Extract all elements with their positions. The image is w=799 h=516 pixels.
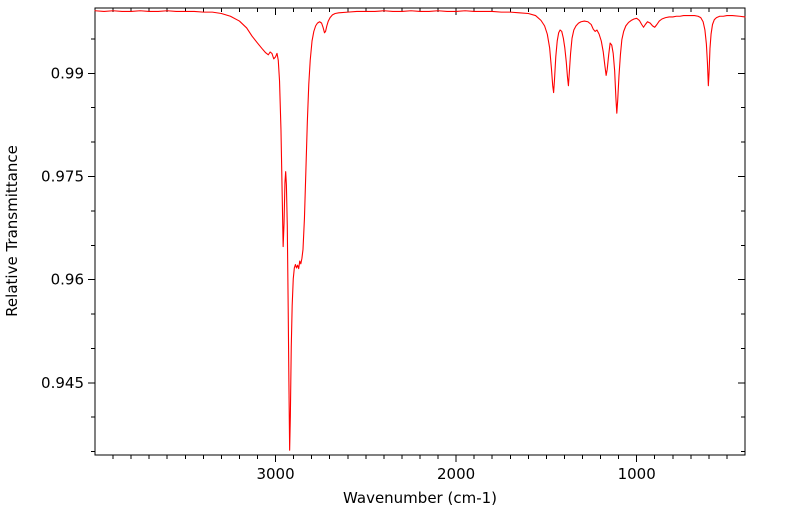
y-axis-label: Relative Transmittance xyxy=(3,145,21,317)
axis-tick-labels: 3000 2000 1000 0.99 0.975 0.96 0.945 xyxy=(41,64,656,483)
y-tick-label: 0.99 xyxy=(51,64,84,82)
x-tick-label: 2000 xyxy=(437,465,475,483)
y-tick-label: 0.975 xyxy=(41,167,84,185)
x-axis-label: Wavenumber (cm-1) xyxy=(343,489,497,507)
axis-ticks xyxy=(88,8,745,462)
x-tick-label: 3000 xyxy=(256,465,294,483)
plot-frame xyxy=(94,7,746,456)
x-tick-label: 1000 xyxy=(618,465,656,483)
y-tick-label: 0.945 xyxy=(41,374,84,392)
spectrum-line xyxy=(94,10,746,451)
y-tick-label: 0.96 xyxy=(51,271,84,289)
